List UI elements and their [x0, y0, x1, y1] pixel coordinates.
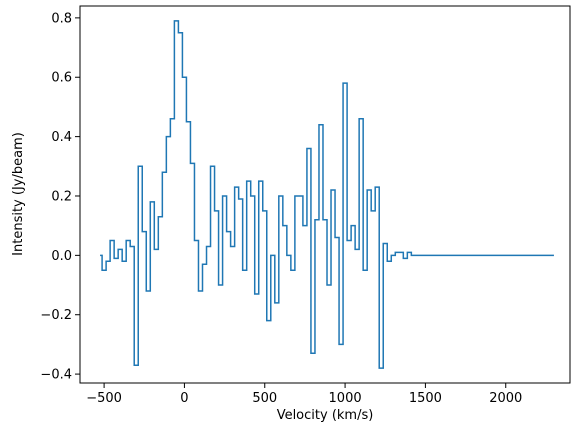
y-tick-label: 0.4 [51, 130, 72, 145]
x-tick-label: 1500 [409, 391, 442, 406]
y-tick-label: 0.0 [51, 249, 72, 264]
x-axis-label: Velocity (km/s) [277, 408, 374, 423]
x-tick-label: 500 [252, 391, 277, 406]
y-axis-label: Intensity (Jy/beam) [11, 132, 26, 256]
x-tick-label: 1000 [329, 391, 362, 406]
y-tick-label: 0.2 [51, 189, 72, 204]
series-line [100, 20, 554, 369]
ticks-group: −500 0 500 1000 1500 2000 −0.4 −0.2 0.0 0.2 0.4 0.6… [40, 11, 522, 406]
plot-area [80, 6, 570, 383]
plot-frame [79, 5, 571, 384]
x-tick-label: 2000 [489, 391, 522, 406]
y-tick-label: −0.2 [40, 308, 72, 323]
y-tick-label: −0.4 [40, 368, 72, 383]
x-tick-label: −500 [86, 391, 122, 406]
y-tick-label: 0.8 [51, 11, 72, 26]
series-group [100, 20, 554, 369]
x-tick-label: 0 [180, 391, 188, 406]
y-tick-label: 0.6 [51, 71, 72, 86]
